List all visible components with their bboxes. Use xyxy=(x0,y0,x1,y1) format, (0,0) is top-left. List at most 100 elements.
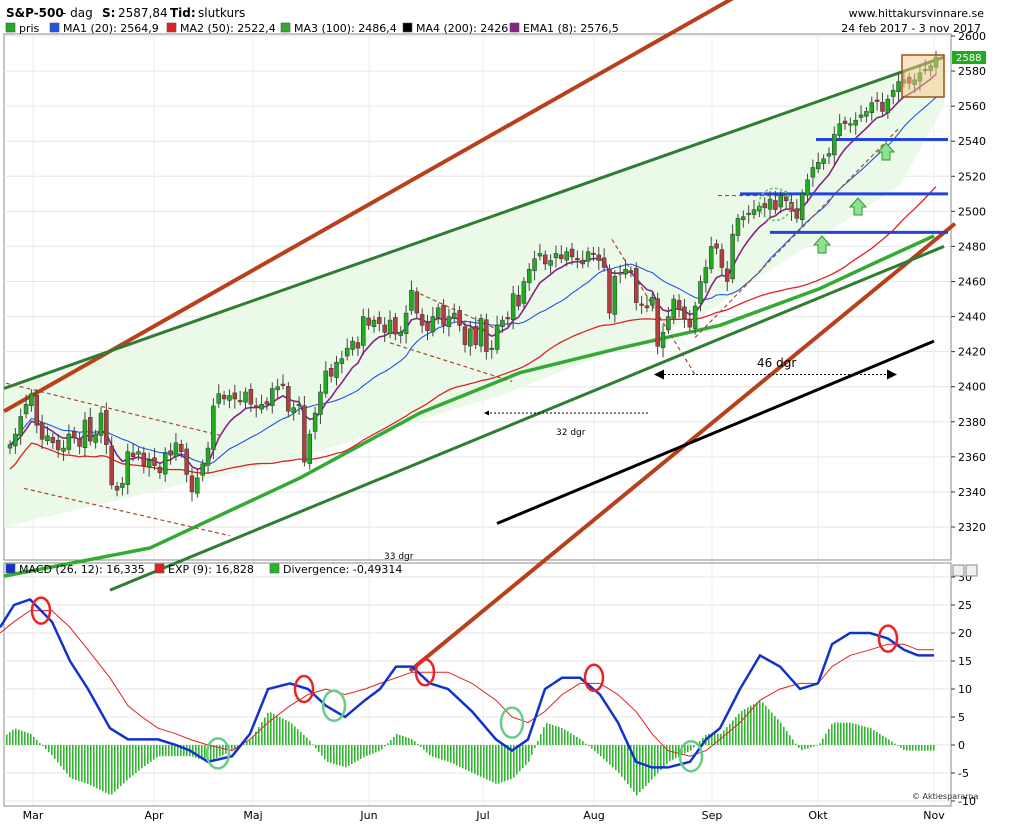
histogram-bar xyxy=(786,731,788,745)
candle-body xyxy=(842,120,848,124)
histogram-bar xyxy=(567,731,569,745)
histogram-bar xyxy=(117,745,119,789)
legend-label: MA1 (20): 2564,9 xyxy=(63,22,159,35)
y-tick-label: 2580 xyxy=(958,65,986,78)
histogram-bar xyxy=(663,745,665,768)
histogram-bar xyxy=(231,745,233,752)
histogram-bar xyxy=(927,745,929,751)
histogram-bar xyxy=(180,745,182,757)
tid-label: Tid: xyxy=(170,6,196,20)
candle-body xyxy=(869,102,875,114)
s-value: 2587,84 xyxy=(118,6,168,20)
candle-body xyxy=(634,268,639,303)
histogram-bar xyxy=(297,729,299,745)
histogram-bar xyxy=(648,745,650,783)
candle-body xyxy=(291,407,296,413)
candle-body xyxy=(82,419,88,448)
zoom-icon[interactable] xyxy=(952,564,965,577)
histogram-bar xyxy=(606,745,608,762)
histogram-bar xyxy=(354,745,356,763)
candle-body xyxy=(425,322,430,331)
candle-body xyxy=(666,316,671,330)
histogram-bar xyxy=(447,745,449,762)
candle-body xyxy=(312,412,318,432)
histogram-bar xyxy=(342,745,344,767)
histogram-bar xyxy=(156,745,158,758)
macd-histogram xyxy=(6,700,935,796)
pattern-dash xyxy=(611,239,696,375)
histogram-bar xyxy=(264,717,266,745)
y-tick-label: 2500 xyxy=(958,205,986,218)
candle-body xyxy=(211,405,216,450)
histogram-bar xyxy=(717,733,719,745)
histogram-bar xyxy=(735,717,737,745)
bearish-cross-circle xyxy=(30,596,52,625)
histogram-bar xyxy=(72,745,74,780)
x-axis: Mar Apr Maj Jun Jul Aug Sep Okt Nov xyxy=(23,809,946,822)
histogram-bar xyxy=(672,745,674,760)
candle-body xyxy=(275,386,280,391)
histogram-bar xyxy=(657,745,659,774)
candle-body xyxy=(136,451,141,455)
histogram-bar xyxy=(474,745,476,774)
candle-body xyxy=(730,233,735,280)
histogram-bar xyxy=(60,745,62,767)
histogram-bar xyxy=(543,727,545,745)
histogram-bar xyxy=(861,725,863,745)
candle-body xyxy=(114,486,120,491)
candle-body xyxy=(435,307,441,319)
channel-green-lower xyxy=(109,245,945,592)
period: - dag xyxy=(62,6,93,20)
histogram-bar xyxy=(21,730,23,745)
histogram-bar xyxy=(858,724,860,745)
x-tick-label: Jul xyxy=(475,809,489,822)
histogram-bar xyxy=(678,745,680,757)
channel-red-upper xyxy=(3,0,734,414)
histogram-bar xyxy=(309,740,311,745)
histogram-bar xyxy=(525,745,527,765)
histogram-bar xyxy=(687,745,689,753)
bearish-cross-circle xyxy=(877,624,899,653)
legend-label: MA3 (100): 2486,4 xyxy=(294,22,397,35)
ma3-line xyxy=(3,234,935,578)
histogram-bar xyxy=(276,715,278,745)
histogram-bar xyxy=(9,732,11,745)
histogram-bar xyxy=(30,733,32,745)
candle-body xyxy=(671,298,676,319)
histogram-bar xyxy=(483,745,485,779)
histogram-bar xyxy=(165,745,167,757)
histogram-bar xyxy=(789,735,791,745)
candle-body xyxy=(350,340,355,350)
histogram-bar xyxy=(633,745,635,792)
copyright: © Aktiespararna xyxy=(912,792,978,801)
histogram-bar xyxy=(174,745,176,757)
candle-body xyxy=(821,158,826,164)
histogram-bar xyxy=(372,745,374,754)
candle-body xyxy=(778,195,784,208)
candle-body xyxy=(890,90,896,97)
settings-icon[interactable] xyxy=(965,564,978,577)
histogram-bar xyxy=(93,745,95,787)
histogram-bar xyxy=(108,745,110,795)
histogram-bar xyxy=(747,707,749,745)
histogram-bar xyxy=(147,745,149,764)
histogram-bar xyxy=(870,728,872,745)
histogram-bar xyxy=(423,745,425,750)
histogram-bar xyxy=(183,745,185,757)
histogram-bar xyxy=(339,745,341,766)
histogram-bar xyxy=(495,745,497,784)
y-tick-label: -10 xyxy=(958,795,976,808)
histogram-bar xyxy=(426,745,428,753)
candle-body xyxy=(414,291,420,314)
candle-body xyxy=(837,123,842,136)
candle-body xyxy=(698,281,703,304)
histogram-bar xyxy=(420,745,422,747)
pattern-dash xyxy=(23,487,231,537)
bearish-cross-circle xyxy=(583,663,605,693)
bullish-cross-circle xyxy=(205,737,231,770)
histogram-bar xyxy=(120,745,122,787)
candle-body xyxy=(494,325,500,350)
y-tick-label: 2540 xyxy=(958,135,986,148)
histogram-bar xyxy=(774,715,776,745)
histogram-bar xyxy=(729,723,731,745)
